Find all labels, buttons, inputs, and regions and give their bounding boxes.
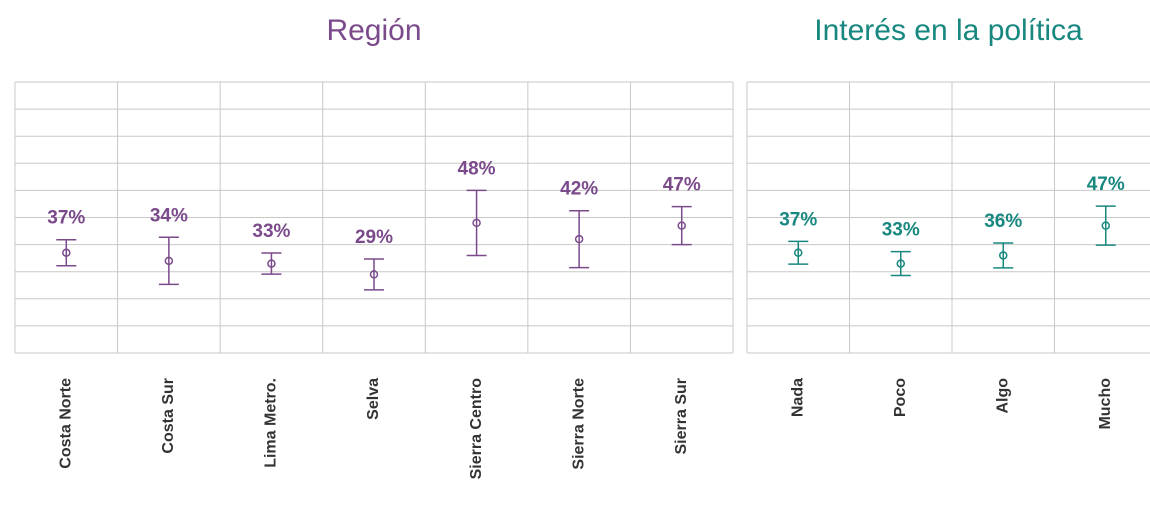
error-bar xyxy=(993,242,1014,269)
x-tick-label: Lima Metro. xyxy=(263,378,280,468)
point xyxy=(999,251,1008,260)
point xyxy=(1101,221,1110,230)
error-bar xyxy=(1095,205,1116,246)
x-tick-label: Selva xyxy=(365,378,382,420)
point xyxy=(574,234,584,244)
value-label: 37% xyxy=(779,209,817,230)
x-tick-label: Algo xyxy=(994,378,1011,414)
x-tick-label: Sierra Centro xyxy=(468,378,485,480)
value-label: 29% xyxy=(355,227,393,248)
point xyxy=(472,218,481,228)
value-label: 37% xyxy=(47,208,85,229)
x-tick-label: Costa Sur xyxy=(160,378,177,454)
x-tick-label: Costa Norte xyxy=(58,378,75,469)
point xyxy=(794,248,803,257)
error-bar xyxy=(158,236,179,286)
value-label: 34% xyxy=(150,205,188,226)
value-label: 33% xyxy=(882,220,920,241)
point xyxy=(267,259,276,268)
x-tick-label: Mucho xyxy=(1097,378,1114,430)
x-tick-label: Sierra Sur xyxy=(673,378,690,454)
value-label: 47% xyxy=(1087,174,1125,195)
error-bar xyxy=(569,209,590,269)
value-label: 42% xyxy=(560,179,598,200)
error-bar xyxy=(788,240,809,265)
panel-title: Interés en la política xyxy=(814,14,1083,47)
error-bar xyxy=(261,252,282,275)
point xyxy=(896,259,905,268)
x-tick-label: Nada xyxy=(789,378,806,417)
panel-title: Región xyxy=(326,14,421,47)
error-bar xyxy=(466,189,487,257)
point xyxy=(677,221,686,230)
error-bar xyxy=(56,238,77,267)
error-bar xyxy=(364,258,384,291)
value-label: 36% xyxy=(984,211,1022,232)
value-label: 33% xyxy=(252,221,290,242)
point xyxy=(369,270,379,279)
value-label: 48% xyxy=(458,158,496,179)
value-label: 47% xyxy=(663,175,701,196)
error-bar xyxy=(890,250,911,277)
point xyxy=(164,256,174,266)
error-bar xyxy=(671,205,692,246)
x-tick-label: Poco xyxy=(892,378,909,417)
x-tick-label: Sierra Norte xyxy=(570,378,587,470)
point xyxy=(62,248,71,257)
